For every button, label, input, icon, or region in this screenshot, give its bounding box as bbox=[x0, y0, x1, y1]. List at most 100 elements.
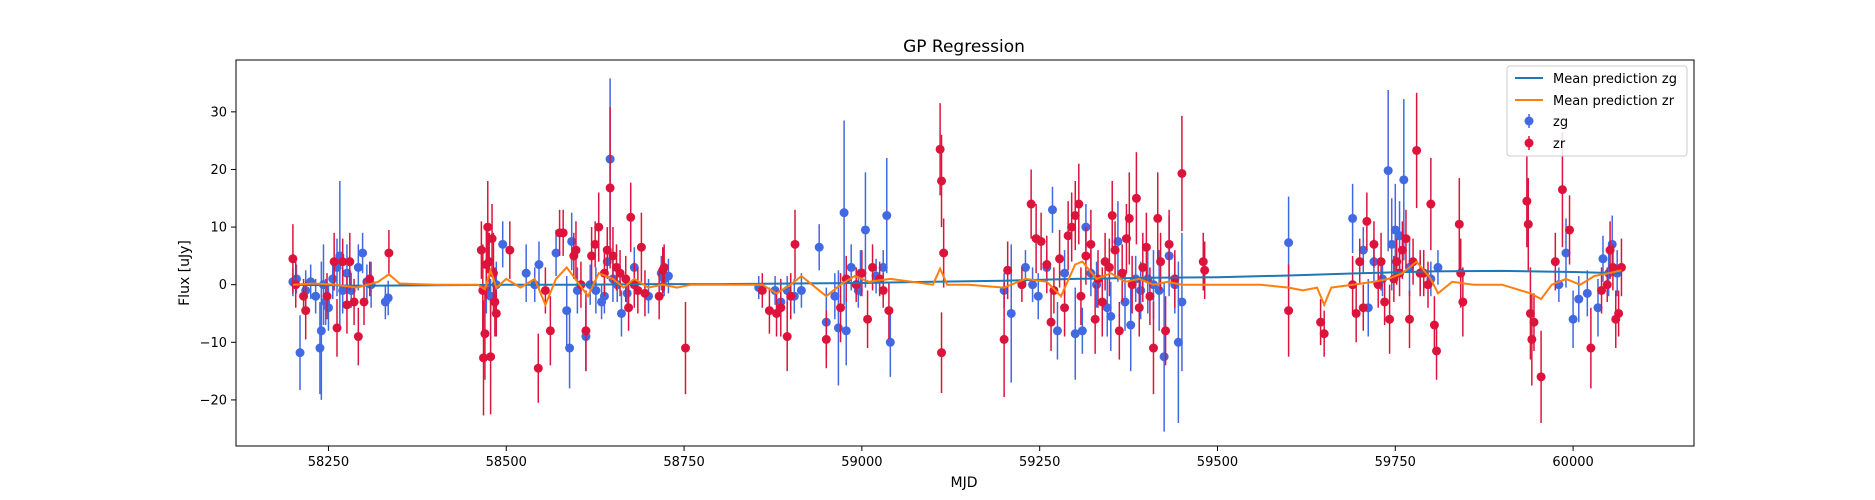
data-point-zg bbox=[315, 343, 325, 353]
data-point-zr bbox=[1523, 219, 1533, 229]
data-point-zr bbox=[1608, 262, 1618, 272]
data-point-zr bbox=[1319, 329, 1329, 339]
data-point-zr bbox=[1117, 268, 1127, 278]
data-point-zg bbox=[551, 248, 561, 258]
x-tick-label: 58500 bbox=[486, 455, 527, 470]
data-point-zr bbox=[1074, 199, 1084, 209]
data-point-zr bbox=[1423, 280, 1433, 290]
data-point-zr bbox=[1026, 199, 1036, 209]
data-point-zg bbox=[338, 285, 348, 295]
data-point-zr bbox=[863, 314, 873, 324]
data-point-zr bbox=[821, 334, 831, 344]
y-tick-label: 0 bbox=[219, 278, 227, 293]
data-point-zr bbox=[490, 297, 500, 307]
data-point-zr bbox=[332, 323, 342, 333]
data-point-zr bbox=[636, 242, 646, 252]
data-point-zr bbox=[491, 308, 501, 318]
data-point-zg bbox=[498, 239, 508, 249]
data-point-zr bbox=[633, 285, 643, 295]
data-point-zr bbox=[484, 257, 494, 267]
x-tick-label: 59000 bbox=[841, 455, 882, 470]
data-point-zg bbox=[358, 248, 368, 258]
data-point-zr bbox=[1134, 303, 1144, 313]
data-point-zr bbox=[1616, 262, 1626, 272]
data-point-zr bbox=[505, 245, 515, 255]
data-point-zr bbox=[479, 353, 489, 363]
data-point-zr bbox=[680, 343, 690, 353]
data-point-zr bbox=[1164, 239, 1174, 249]
data-point-zr bbox=[1110, 245, 1120, 255]
data-point-zr bbox=[1392, 257, 1402, 267]
data-point-zg bbox=[1052, 326, 1062, 336]
data-point-zr bbox=[841, 274, 851, 284]
data-point-zg bbox=[1154, 285, 1164, 295]
data-point-zr bbox=[365, 274, 375, 284]
data-point-zr bbox=[1456, 268, 1466, 278]
data-point-zr bbox=[782, 332, 792, 342]
data-point-zg bbox=[1433, 262, 1443, 272]
data-point-zg bbox=[841, 326, 851, 336]
data-point-zr bbox=[1156, 257, 1166, 267]
y-tick-label: 20 bbox=[210, 163, 227, 178]
x-tick-label: 59250 bbox=[1019, 455, 1060, 470]
data-point-zr bbox=[1550, 257, 1560, 267]
data-point-zr bbox=[1097, 297, 1107, 307]
data-point-zg bbox=[1020, 262, 1030, 272]
data-point-zg bbox=[796, 285, 806, 295]
data-point-zr bbox=[1527, 334, 1537, 344]
data-point-zr bbox=[1145, 291, 1155, 301]
data-point-zr bbox=[640, 288, 650, 298]
x-tick-label: 59750 bbox=[1375, 455, 1416, 470]
data-point-zr bbox=[594, 222, 604, 232]
data-point-zr bbox=[621, 274, 631, 284]
data-point-zr bbox=[1284, 306, 1294, 316]
data-point-zg bbox=[1387, 239, 1397, 249]
data-point-zg bbox=[1383, 166, 1393, 176]
x-tick-label: 60000 bbox=[1552, 455, 1593, 470]
data-point-zr bbox=[868, 262, 878, 272]
data-point-zr bbox=[1076, 291, 1086, 301]
data-point-zr bbox=[764, 306, 774, 316]
data-point-zr bbox=[1161, 326, 1171, 336]
data-point-zr bbox=[1557, 185, 1567, 195]
data-point-zg bbox=[1593, 303, 1603, 313]
data-point-zr bbox=[937, 176, 947, 186]
data-point-zr bbox=[288, 254, 298, 264]
data-point-zg bbox=[521, 268, 531, 278]
data-point-zr bbox=[1362, 216, 1372, 226]
data-point-zg bbox=[567, 236, 577, 246]
data-point-zg bbox=[1568, 314, 1578, 324]
data-point-zr bbox=[659, 262, 669, 272]
data-point-zg bbox=[1033, 291, 1043, 301]
data-point-zr bbox=[602, 245, 612, 255]
data-point-zg bbox=[885, 337, 895, 347]
data-point-zr bbox=[1060, 303, 1070, 313]
legend-label-mean-zg: Mean prediction zg bbox=[1553, 72, 1677, 87]
data-point-zr bbox=[1373, 280, 1383, 290]
data-point-zg bbox=[1006, 308, 1016, 318]
data-point-zr bbox=[1429, 320, 1439, 330]
data-point-zg bbox=[1574, 294, 1584, 304]
x-tick-label: 58750 bbox=[663, 455, 704, 470]
data-point-zr bbox=[884, 306, 894, 316]
data-point-zr bbox=[338, 257, 348, 267]
data-point-zg bbox=[328, 274, 338, 284]
data-point-zg bbox=[311, 291, 321, 301]
data-point-zr bbox=[1605, 245, 1615, 255]
data-point-zr bbox=[587, 251, 597, 261]
data-point-zr bbox=[857, 268, 867, 278]
legend-label-zg: zg bbox=[1553, 115, 1568, 130]
data-point-zr bbox=[1042, 260, 1052, 270]
data-point-zr bbox=[939, 248, 949, 258]
y-tick-label: 30 bbox=[210, 105, 227, 120]
data-point-zr bbox=[359, 297, 369, 307]
data-point-zg bbox=[833, 323, 843, 333]
data-point-zr bbox=[581, 326, 591, 336]
data-point-zr bbox=[1104, 262, 1114, 272]
data-point-zr bbox=[937, 348, 947, 358]
data-point-zr bbox=[1351, 308, 1361, 318]
chart-title: GP Regression bbox=[903, 37, 1025, 57]
data-point-zg bbox=[565, 343, 575, 353]
data-point-zr bbox=[349, 297, 359, 307]
data-point-zr bbox=[1063, 231, 1073, 241]
